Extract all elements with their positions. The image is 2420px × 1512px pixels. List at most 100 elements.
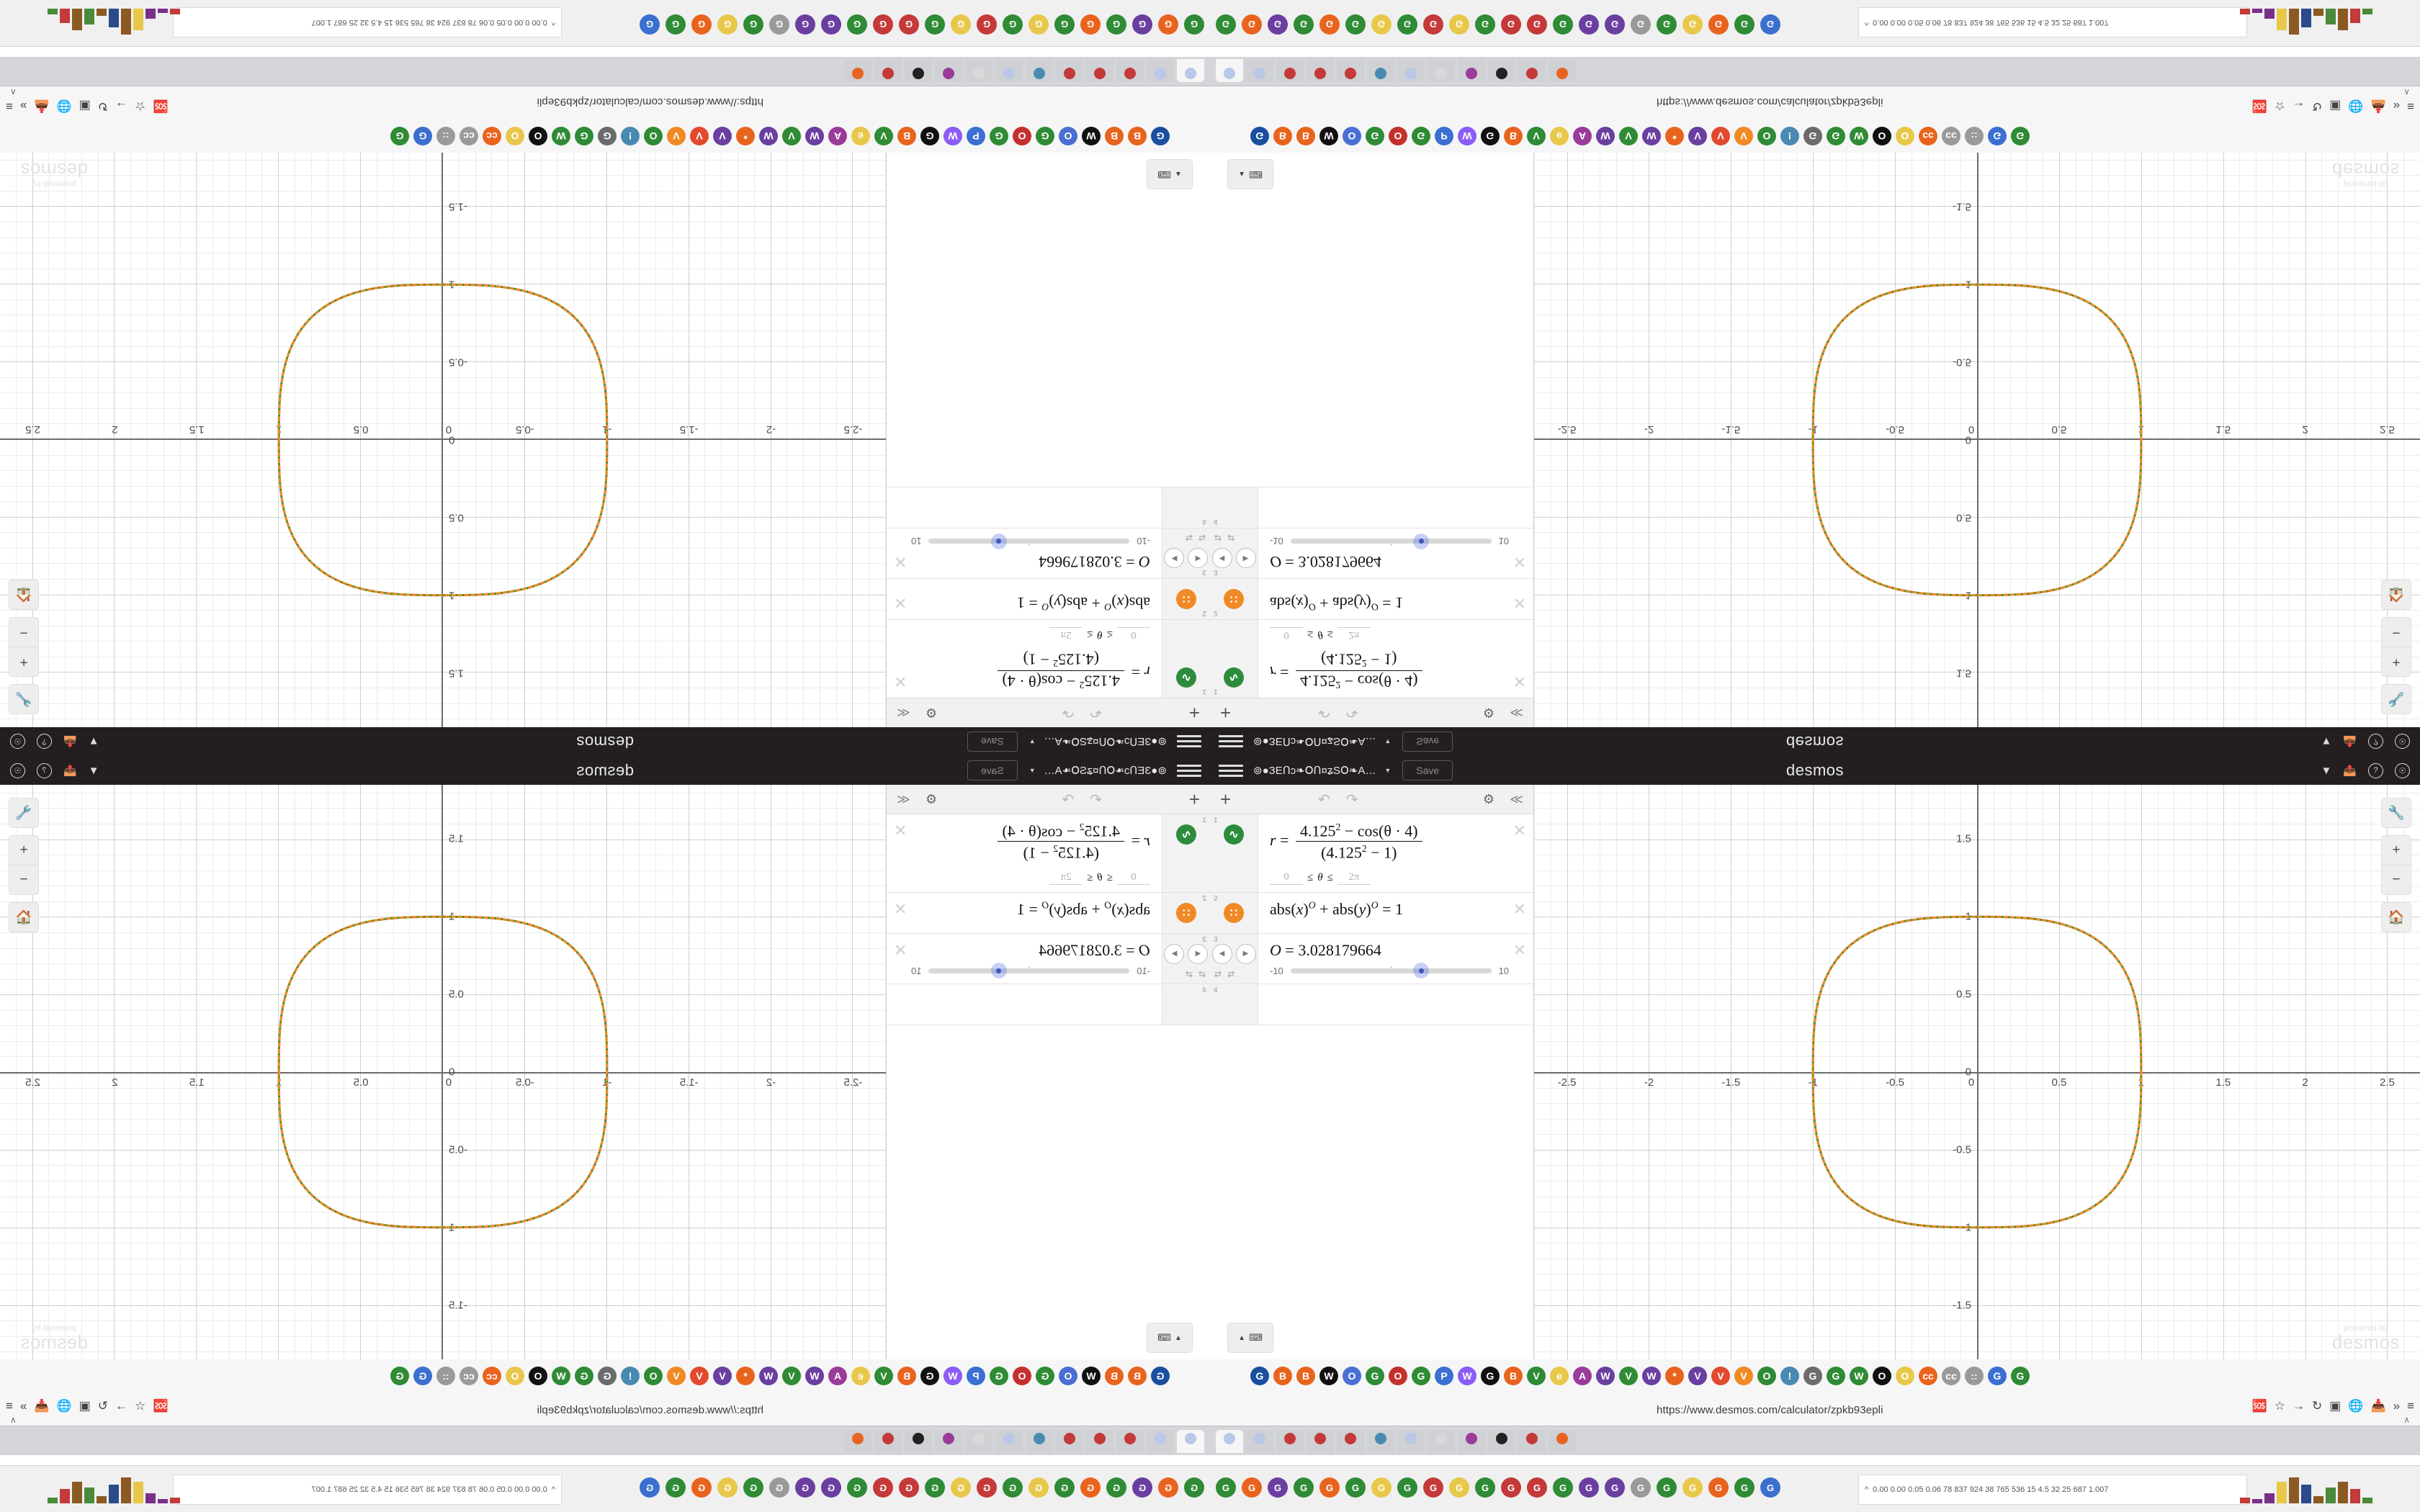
taskbar-icon[interactable]: G bbox=[1501, 14, 1521, 35]
taskbar-icon[interactable]: G bbox=[1734, 1477, 1754, 1498]
taskbar-icon[interactable]: G bbox=[1631, 14, 1651, 35]
hamburger-icon[interactable] bbox=[1219, 764, 1243, 777]
taskbar-icon[interactable]: G bbox=[640, 1477, 660, 1498]
taskbar-icon[interactable]: G bbox=[1579, 1477, 1599, 1498]
bookmark-item[interactable]: W bbox=[1642, 127, 1661, 145]
share-icon[interactable]: 📤 bbox=[63, 765, 77, 777]
browser-url-bar[interactable]: https://www.desmos.com/calculator/zpkb93… bbox=[0, 1393, 1210, 1427]
chevron-down-icon[interactable]: ▼ bbox=[1028, 738, 1036, 745]
bookmark-item[interactable]: W bbox=[1082, 127, 1101, 145]
slider-min-label[interactable]: -10 bbox=[1137, 965, 1150, 976]
bookmark-item[interactable]: W bbox=[552, 127, 570, 145]
taskbar-icon[interactable]: G bbox=[1028, 1477, 1049, 1498]
expression-row[interactable]: 2 ∷ abs(x)O + abs(y)O = 1 ✕ bbox=[1210, 578, 1533, 620]
forward-icon[interactable]: → bbox=[115, 99, 128, 113]
hamburger-icon[interactable] bbox=[1219, 735, 1243, 748]
taskbar-icon[interactable]: G bbox=[1319, 1477, 1340, 1498]
bookmark-item[interactable]: B bbox=[1273, 1367, 1292, 1385]
expression-content[interactable]: abs(x)O + abs(y)O = 1 ✕ bbox=[887, 579, 1162, 619]
taskbar-icon[interactable]: G bbox=[873, 1477, 893, 1498]
bookmark-item[interactable]: cc bbox=[460, 127, 478, 145]
bookmark-item[interactable]: V bbox=[713, 127, 732, 145]
menu-icon[interactable]: ≡ bbox=[2407, 99, 2414, 113]
url-text[interactable]: https://www.desmos.com/calculator/zpkb93… bbox=[537, 1404, 763, 1416]
taskbar-icon[interactable]: G bbox=[1760, 1477, 1780, 1498]
undo-icon[interactable]: ↶ bbox=[1090, 791, 1102, 808]
wrench-icon[interactable]: 🔧 bbox=[9, 798, 39, 828]
delete-row-icon[interactable]: ✕ bbox=[894, 672, 908, 690]
bookmark-item[interactable]: W bbox=[805, 127, 824, 145]
browser-url-bar[interactable]: https://www.desmos.com/calculator/zpkb93… bbox=[0, 85, 1210, 119]
bookmark-item[interactable]: V bbox=[1711, 1367, 1730, 1385]
delete-row-icon[interactable]: ✕ bbox=[1512, 594, 1526, 613]
bookmark-item[interactable]: W bbox=[1596, 127, 1615, 145]
bookmark-item[interactable]: V bbox=[1734, 1367, 1753, 1385]
bookmark-item[interactable]: V bbox=[1711, 127, 1730, 145]
slider-control[interactable]: -10 10 bbox=[911, 533, 1150, 549]
bookmark-item[interactable]: O bbox=[1757, 127, 1776, 145]
zoom-in-button[interactable]: + bbox=[2392, 654, 2401, 670]
translate-icon[interactable]: 🆘 bbox=[2251, 1399, 2267, 1413]
dots-icon[interactable]: ∷ bbox=[1176, 589, 1196, 610]
collapse-chevron-icon[interactable]: ∧ bbox=[10, 1415, 17, 1425]
bookmark-item[interactable]: :: bbox=[1965, 127, 1984, 145]
gear-icon[interactable]: ⚙ bbox=[1482, 791, 1494, 806]
chevron-down-icon[interactable]: ▼ bbox=[88, 764, 99, 777]
bookmark-item[interactable]: ! bbox=[1780, 1367, 1799, 1385]
dots-icon[interactable]: ∷ bbox=[1224, 902, 1244, 923]
bookmark-item[interactable]: O bbox=[1013, 1367, 1031, 1385]
taskbar-icon[interactable]: G bbox=[1760, 14, 1780, 35]
bookmark-item[interactable]: W bbox=[759, 127, 778, 145]
save-button[interactable]: Save bbox=[1402, 760, 1453, 780]
bookmark-item[interactable]: G bbox=[1412, 1367, 1430, 1385]
bookmark-item[interactable]: B bbox=[1128, 1367, 1147, 1385]
help-icon[interactable]: ? bbox=[2368, 734, 2383, 750]
bookmark-item[interactable]: cc bbox=[460, 1367, 478, 1385]
slider-max-label[interactable]: 10 bbox=[1498, 536, 1509, 547]
bookmark-item[interactable]: V bbox=[1688, 127, 1707, 145]
taskbar-icon[interactable]: G bbox=[1449, 1477, 1469, 1498]
taskbar-icon[interactable]: G bbox=[821, 1477, 841, 1498]
bookmark-item[interactable]: e bbox=[1550, 127, 1569, 145]
taskbar-icon[interactable]: G bbox=[1054, 1477, 1075, 1498]
taskbar-icon[interactable]: G bbox=[951, 1477, 971, 1498]
domain-min-input[interactable]: 0 bbox=[1117, 627, 1150, 642]
bookmark-item[interactable]: B bbox=[897, 127, 916, 145]
bookmark-item[interactable]: O bbox=[1896, 1367, 1914, 1385]
bookmark-item[interactable]: V bbox=[1688, 1367, 1707, 1385]
bookmark-item[interactable]: V bbox=[1619, 127, 1638, 145]
taskbar-icon[interactable]: G bbox=[1106, 1477, 1126, 1498]
slider-track[interactable] bbox=[928, 533, 1130, 549]
expression-content[interactable]: abs(x)O + abs(y)O = 1 ✕ bbox=[1258, 579, 1533, 619]
slider-prev-button[interactable]: ◀ bbox=[1211, 548, 1232, 569]
expression-row[interactable]: 1 ∿ r = 4.1252 − cos(θ · 4) (4.1252 − 1) bbox=[1210, 814, 1533, 893]
browser-tab-strip[interactable] bbox=[1210, 57, 2420, 86]
taskbar-icon[interactable]: G bbox=[717, 14, 738, 35]
slider-prev-button[interactable]: ◀ bbox=[1188, 548, 1209, 569]
slider-value[interactable]: 3.028179664 bbox=[1039, 553, 1122, 572]
domain-max-input[interactable]: 2π bbox=[1049, 627, 1083, 642]
dots-icon[interactable]: ∷ bbox=[1176, 902, 1196, 923]
bookmark-item[interactable]: O bbox=[1343, 127, 1361, 145]
slider-min-label[interactable]: -10 bbox=[1270, 536, 1283, 547]
taskbar-icon[interactable]: G bbox=[1553, 14, 1573, 35]
bookmark-item[interactable]: B bbox=[1105, 1367, 1124, 1385]
bookmark-item[interactable]: G bbox=[1250, 1367, 1269, 1385]
reload-icon[interactable]: ↻ bbox=[2311, 99, 2323, 113]
reload-icon[interactable]: ↻ bbox=[97, 1399, 109, 1413]
bookmark-item[interactable]: G bbox=[2011, 127, 2030, 145]
help-icon[interactable]: ? bbox=[2368, 762, 2383, 778]
expression-content-empty[interactable] bbox=[1258, 487, 1533, 528]
globe-icon[interactable]: 🌐 bbox=[2348, 99, 2364, 113]
taskbar-icon[interactable]: G bbox=[821, 14, 841, 35]
expression-content[interactable]: O = 3.028179664 -10 10 ✕ bbox=[1258, 934, 1533, 984]
taskbar-icon[interactable]: G bbox=[1242, 1477, 1262, 1498]
collapse-chevron-icon[interactable]: ∧ bbox=[2403, 87, 2410, 97]
bookmark-item[interactable]: V bbox=[1527, 1367, 1546, 1385]
bookmark-item[interactable]: V bbox=[874, 1367, 893, 1385]
bookmark-item[interactable]: B bbox=[1296, 127, 1315, 145]
